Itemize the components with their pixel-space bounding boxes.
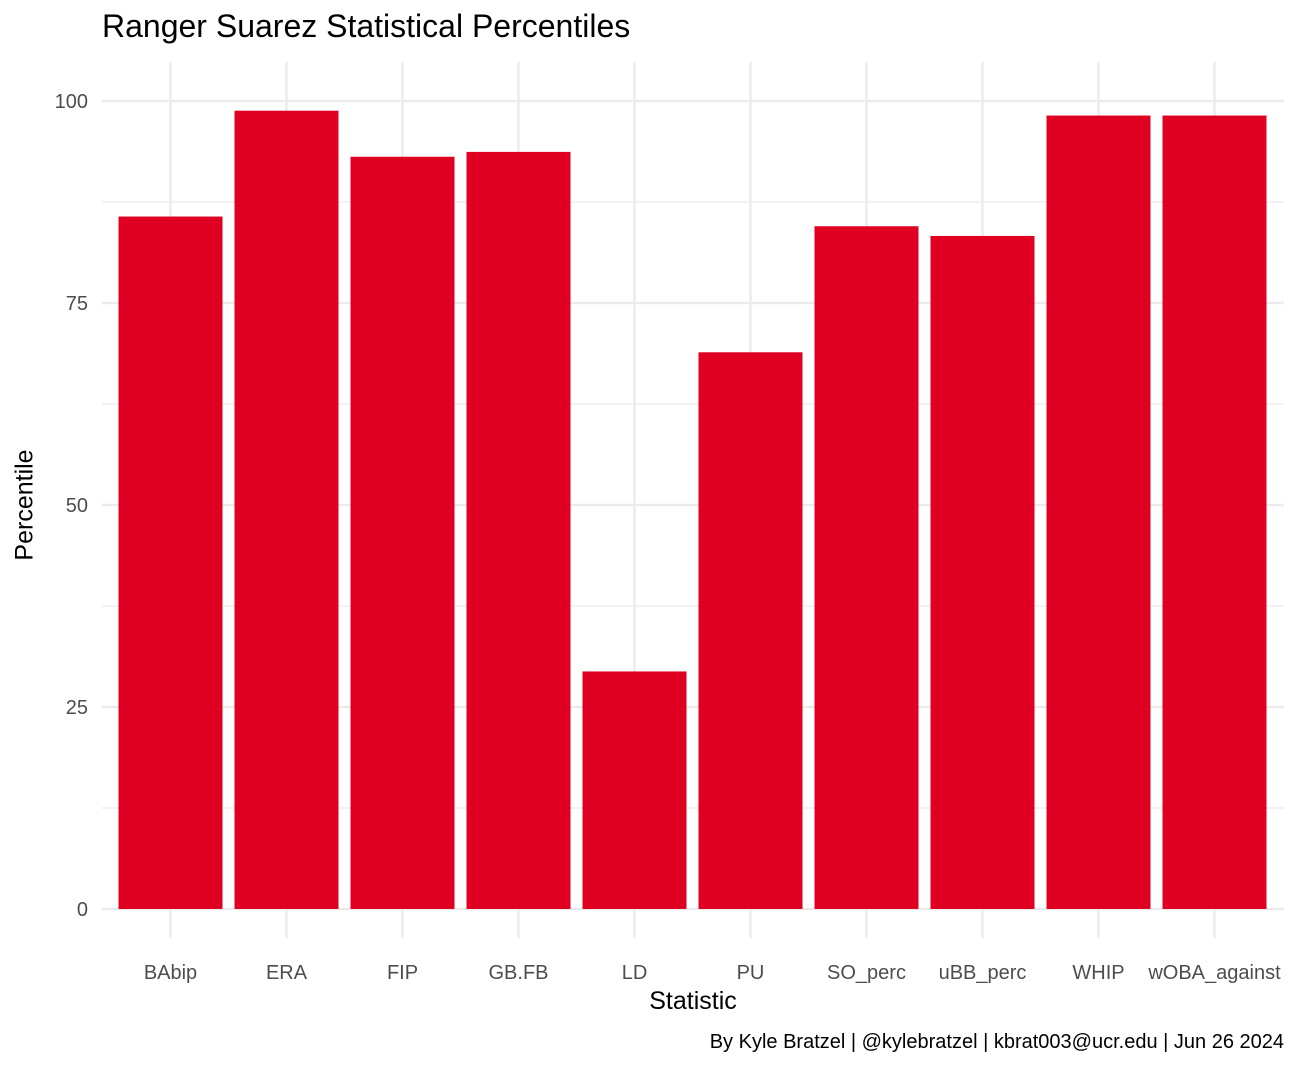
x-axis-label: Statistic xyxy=(649,987,737,1015)
x-tick-label: LD xyxy=(622,962,648,984)
x-tick-labels: BAbip ERA FIP GB.FB LD PU SO_perc uBB_perc WHIP w… xyxy=(144,962,1281,984)
bar-SO_perc xyxy=(814,226,919,910)
bar-FIP xyxy=(350,156,455,909)
bar-uBB_perc xyxy=(930,235,1035,909)
bar-wOBA_against xyxy=(1162,115,1267,909)
x-tick-label: wOBA_against xyxy=(1147,962,1281,984)
y-tick-label: 50 xyxy=(66,495,88,517)
bars xyxy=(118,110,1267,910)
bar-BAbip xyxy=(118,216,223,909)
x-tick-label: WHIP xyxy=(1072,962,1124,984)
y-tick-label: 25 xyxy=(66,697,88,719)
x-tick-label: uBB_perc xyxy=(939,962,1027,984)
bar-PU xyxy=(698,352,803,910)
y-tick-label: 100 xyxy=(55,91,88,113)
bar-ERA xyxy=(234,110,339,910)
bar-GB.FB xyxy=(466,151,571,910)
bar-LD xyxy=(582,671,687,909)
y-tick-label: 75 xyxy=(66,293,88,315)
x-tick-label: BAbip xyxy=(144,962,197,984)
x-tick-label: ERA xyxy=(266,962,308,984)
y-tick-label: 0 xyxy=(77,899,88,921)
chart-caption: By Kyle Bratzel | @kylebratzel | kbrat00… xyxy=(709,1031,1284,1053)
x-tick-label: GB.FB xyxy=(488,962,548,984)
chart-title: Ranger Suarez Statistical Percentiles xyxy=(102,8,631,44)
x-tick-label: SO_perc xyxy=(827,962,906,984)
x-tick-label: FIP xyxy=(387,962,418,984)
bar-WHIP xyxy=(1046,115,1151,909)
x-tick-label: PU xyxy=(737,962,765,984)
y-tick-labels: 0 25 50 75 100 xyxy=(55,91,88,921)
